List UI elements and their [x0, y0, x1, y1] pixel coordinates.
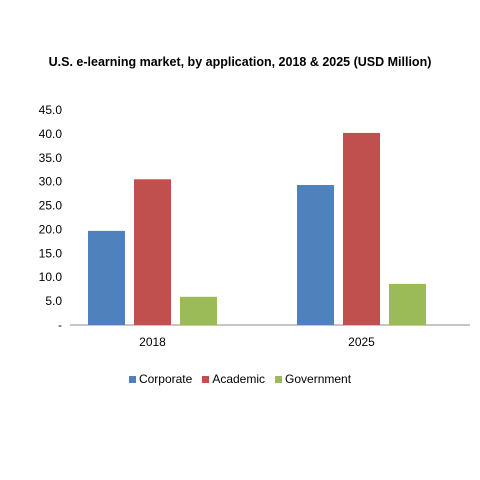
y-tick-label: 35.0 — [39, 151, 63, 165]
bar-corporate-2025 — [297, 185, 334, 325]
y-tick-label: 10.0 — [39, 270, 63, 284]
y-tick-label: 45.0 — [39, 103, 63, 117]
bar-corporate-2018 — [88, 230, 125, 325]
chart-title: U.S. e-learning market, by application, … — [48, 55, 432, 69]
legend-item-government: Government — [275, 372, 351, 386]
y-tick-label: 25.0 — [39, 199, 63, 213]
y-tick-label: - — [58, 318, 62, 332]
x-tick-label: 2025 — [348, 335, 375, 349]
bar-academic-2018 — [134, 179, 171, 325]
y-tick-label: 5.0 — [45, 294, 62, 308]
legend-label: Government — [285, 372, 352, 386]
legend-swatch — [128, 375, 136, 383]
legend-item-academic: Academic — [202, 372, 265, 386]
legend-label: Corporate — [138, 372, 193, 386]
x-axis-labels: 2018 2025 — [139, 335, 375, 349]
bar-government-2025 — [389, 283, 426, 325]
y-axis-ticks: - 5.0 10.0 15.0 20.0 25.0 30.0 35.0 40.0 45.0 — [39, 103, 63, 332]
legend-item-corporate: Corporate — [128, 372, 193, 386]
bars — [88, 132, 426, 325]
bar-academic-2025 — [343, 132, 380, 325]
y-tick-label: 20.0 — [39, 222, 63, 236]
legend-label: Academic — [212, 372, 266, 386]
x-tick-label: 2018 — [139, 335, 166, 349]
y-tick-label: 30.0 — [39, 175, 63, 189]
legend: Corporate Academic Government — [0, 372, 480, 386]
y-tick-label: 40.0 — [39, 127, 63, 141]
bar-government-2018 — [180, 296, 217, 325]
legend-swatch — [275, 375, 283, 383]
legend-swatch — [202, 375, 210, 383]
y-tick-label: 15.0 — [39, 246, 63, 260]
